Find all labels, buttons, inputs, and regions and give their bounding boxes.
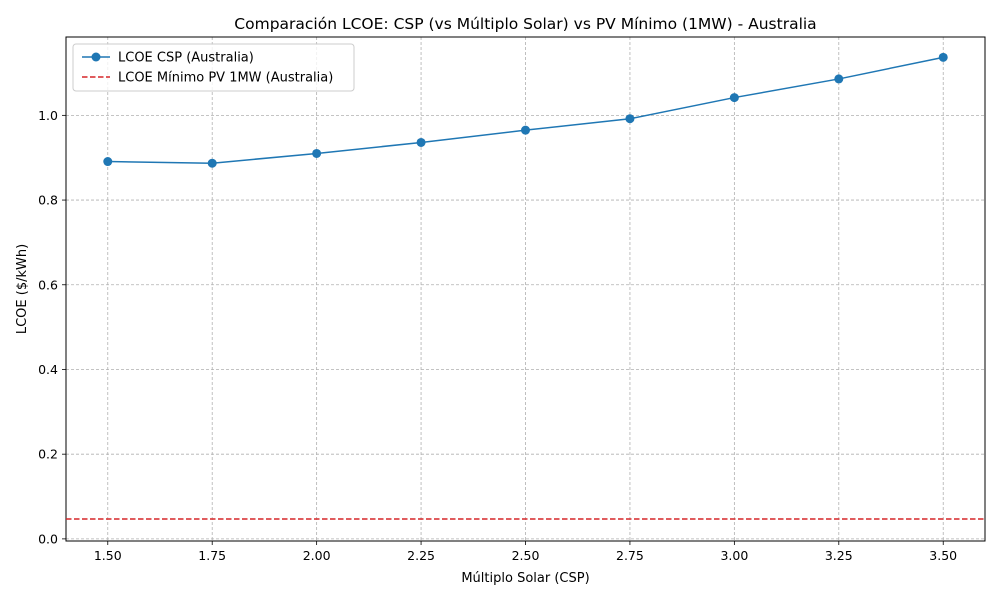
y-tick-label: 0.6 (38, 277, 58, 292)
y-tick-label: 0.4 (38, 362, 58, 377)
x-tick-label: 1.50 (94, 548, 122, 563)
csp-point (207, 158, 217, 168)
x-axis-label: Múltiplo Solar (CSP) (461, 571, 589, 586)
csp-point (521, 125, 530, 135)
csp-point (729, 93, 739, 103)
csp-point (834, 74, 844, 84)
x-tick-label: 2.00 (303, 548, 331, 563)
x-tick-label: 1.75 (198, 548, 226, 563)
x-axis: 1.50 1.75 2.00 2.25 2.50 2.75 3.00 3.25 3.50 (94, 541, 957, 563)
csp-point (103, 157, 113, 167)
x-tick-label: 3.25 (825, 548, 853, 563)
legend-csp-marker (91, 52, 101, 62)
chart-title: Comparación LCOE: CSP (vs Múltiplo Solar… (234, 15, 816, 33)
legend: LCOE CSP (Australia) LCOE Mínimo PV 1MW … (72, 43, 355, 92)
y-axis-label: LCOE ($/kWh) (15, 244, 30, 334)
y-tick-label: 0.0 (38, 531, 58, 546)
y-axis: 0.0 0.2 0.4 0.6 0.8 1.0 (38, 108, 66, 546)
csp-point (625, 114, 635, 124)
csp-point (938, 52, 948, 62)
legend-pv-label: LCOE Mínimo PV 1MW (Australia) (118, 71, 333, 86)
x-tick-label: 2.50 (512, 548, 540, 563)
x-tick-label: 3.50 (929, 548, 957, 563)
grid (66, 37, 985, 541)
legend-frame (72, 43, 355, 92)
x-tick-label: 2.75 (616, 548, 644, 563)
csp-point (416, 137, 426, 147)
x-tick-label: 2.25 (407, 548, 435, 563)
y-tick-label: 0.2 (38, 447, 58, 462)
csp-point (312, 148, 322, 158)
x-tick-label: 3.00 (720, 548, 748, 563)
y-tick-label: 0.8 (38, 193, 58, 208)
series-layer (66, 52, 985, 520)
legend-csp-label: LCOE CSP (Australia) (118, 51, 254, 66)
y-tick-label: 1.0 (38, 108, 58, 123)
